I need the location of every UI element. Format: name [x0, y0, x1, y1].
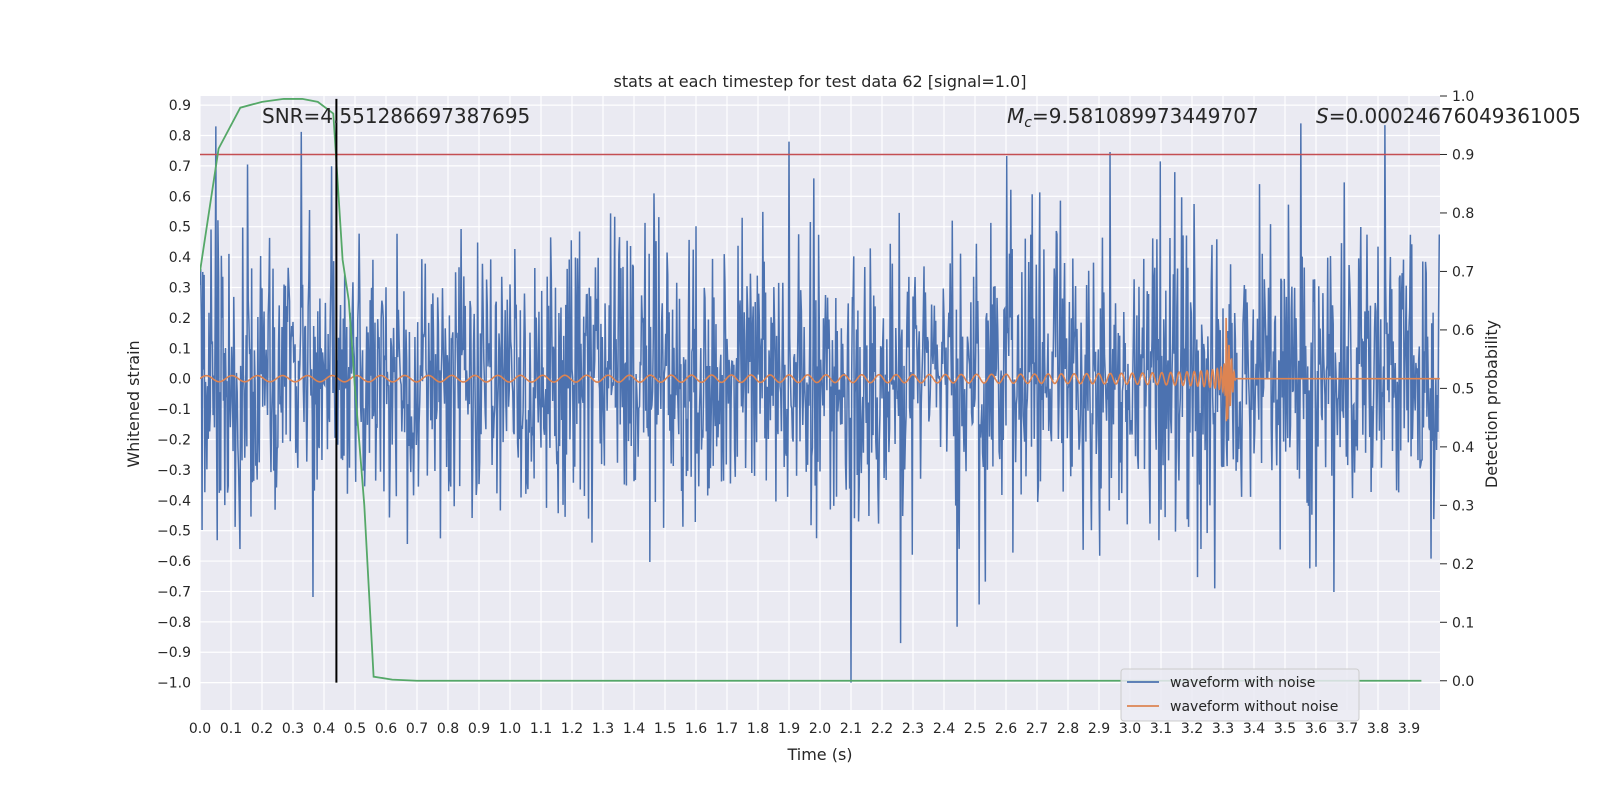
y-tick-label: 0.6 [169, 189, 191, 205]
x-axis-ticks: 0.0 0.1 0.2 0.3 0.4 0.5 0.6 0.7 0.8 0.9 1.0 1.1 1.2 1… [189, 721, 1420, 737]
y-tick-label: 0.4 [169, 250, 191, 266]
y-tick-label: 0.7 [169, 159, 191, 175]
x-tick-label: 2.7 [1026, 721, 1048, 737]
x-tick-label: 3.6 [1305, 721, 1327, 737]
legend-label-noise: waveform with noise [1170, 675, 1315, 691]
s-value: =0.00024676049361005 [1329, 104, 1581, 128]
y2-tick-label: 0.6 [1452, 323, 1474, 339]
x-tick-label: 1.2 [561, 721, 583, 737]
x-tick-label: 1.6 [685, 721, 707, 737]
x-tick-label: 0.3 [282, 721, 304, 737]
series-waveform-with-noise [200, 123, 1440, 683]
x-tick-label: 2.4 [933, 721, 955, 737]
snr-annotation: SNR=4.551286697387695 [262, 104, 530, 128]
x-tick-label: 0.5 [344, 721, 366, 737]
x-tick-label: 2.5 [964, 721, 986, 737]
x-tick-label: 1.8 [747, 721, 769, 737]
y2-tick-label: 0.3 [1452, 498, 1474, 514]
y2-tick-label: 0.8 [1452, 206, 1474, 222]
x-tick-label: 1.4 [623, 721, 645, 737]
x-tick-label: 0.8 [437, 721, 459, 737]
y-tick-label: −0.6 [157, 554, 191, 570]
x-tick-label: 0.9 [468, 721, 490, 737]
x-tick-label: 2.1 [840, 721, 862, 737]
y-tick-label: 0.5 [169, 220, 191, 236]
x-tick-label: 1.7 [716, 721, 738, 737]
x-tick-label: 0.7 [406, 721, 428, 737]
x-tick-label: 0.0 [189, 721, 211, 737]
y2-tick-label: 0.2 [1452, 557, 1474, 573]
y2-tick-label: 0.4 [1452, 440, 1474, 456]
y-tick-label: −0.4 [157, 493, 191, 509]
x-axis-label: Time (s) [786, 745, 852, 764]
y-axis-label: Whitened strain [124, 340, 143, 467]
y2-tick-label: 0.7 [1452, 264, 1474, 280]
y-tick-label: −0.8 [157, 615, 191, 631]
y2-axis-label: Detection probability [1482, 320, 1501, 488]
x-tick-label: 3.3 [1212, 721, 1234, 737]
legend: waveform with noise waveform without noi… [1120, 668, 1360, 722]
x-tick-label: 2.2 [871, 721, 893, 737]
x-tick-label: 3.2 [1181, 721, 1203, 737]
y2-tick-label: 0.1 [1452, 615, 1474, 631]
y-tick-label: −0.9 [157, 645, 191, 661]
x-tick-label: 2.6 [995, 721, 1017, 737]
y-tick-label: 0.9 [169, 98, 191, 114]
x-tick-label: 2.3 [902, 721, 924, 737]
y-axis-ticks: 0.9 0.8 0.7 0.6 0.5 0.4 0.3 0.2 0.1 0.0 −0.1 −0.2 −0… [157, 98, 191, 692]
x-tick-label: 0.2 [251, 721, 273, 737]
series-detection-probability [200, 98, 1422, 682]
y2-tick-label: 0.5 [1452, 381, 1474, 397]
legend-box [1120, 668, 1360, 722]
x-tick-label: 3.0 [1119, 721, 1141, 737]
y-tick-label: −0.3 [157, 463, 191, 479]
x-tick-label: 0.6 [375, 721, 397, 737]
x-tick-label: 1.5 [654, 721, 676, 737]
y2-axis-ticks: 1.0 0.9 0.8 0.7 0.6 0.5 0.4 0.3 0.2 0.1 0.0 [1440, 89, 1474, 690]
y-tick-label: 0.1 [169, 341, 191, 357]
x-tick-label: 3.8 [1367, 721, 1389, 737]
x-tick-label: 3.4 [1243, 721, 1265, 737]
y-tick-label: −0.5 [157, 524, 191, 540]
x-tick-label: 1.0 [499, 721, 521, 737]
mc-value: =9.581089973449707 [1032, 104, 1259, 128]
x-tick-label: 3.5 [1274, 721, 1296, 737]
y-tick-label: 0.3 [169, 280, 191, 296]
x-tick-label: 3.7 [1336, 721, 1358, 737]
mc-subscript: c [1024, 115, 1032, 131]
x-tick-label: 2.9 [1088, 721, 1110, 737]
y-tick-label: 0.2 [169, 311, 191, 327]
y2-tick-label: 0.9 [1452, 147, 1474, 163]
y-tick-label: −0.1 [157, 402, 191, 418]
mc-symbol: M [1007, 104, 1024, 128]
y-tick-label: −1.0 [157, 676, 191, 692]
y2-tick-label: 0.0 [1452, 674, 1474, 690]
x-tick-label: 2.0 [809, 721, 831, 737]
legend-label-clean: waveform without noise [1170, 699, 1338, 715]
y-tick-label: 0.8 [169, 129, 191, 145]
x-tick-label: 3.1 [1150, 721, 1172, 737]
y-tick-label: 0.0 [169, 372, 191, 388]
s-annotation: S=0.00024676049361005 [1316, 104, 1581, 128]
x-tick-label: 0.4 [313, 721, 335, 737]
y-tick-label: −0.7 [157, 584, 191, 600]
series-waveform-without-noise [200, 317, 1440, 422]
x-tick-label: 3.9 [1398, 721, 1420, 737]
x-tick-label: 1.9 [778, 721, 800, 737]
x-tick-label: 1.1 [530, 721, 552, 737]
chart-title: stats at each timestep for test data 62 … [614, 72, 1027, 91]
y-tick-label: −0.2 [157, 432, 191, 448]
y2-tick-label: 1.0 [1452, 89, 1474, 105]
mc-annotation: Mc=9.581089973449707 [1007, 104, 1259, 131]
x-tick-label: 0.1 [220, 721, 242, 737]
x-tick-label: 1.3 [592, 721, 614, 737]
svg-text:Mc=9.581089973449707: Mc=9.581089973449707 [1007, 104, 1259, 131]
x-tick-label: 2.8 [1057, 721, 1079, 737]
s-symbol: S [1316, 104, 1329, 128]
